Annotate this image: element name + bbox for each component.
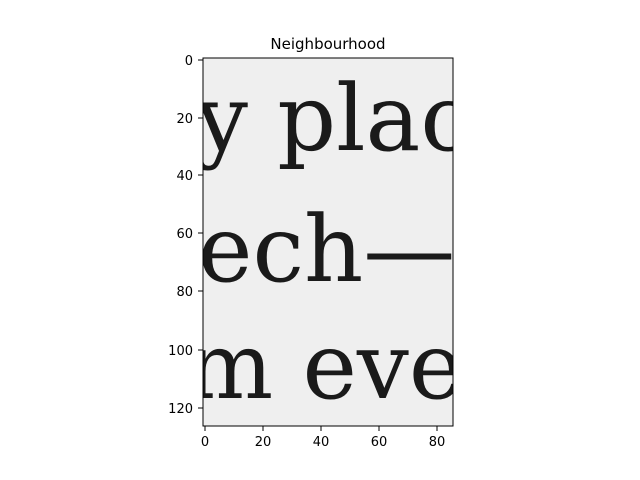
y-tick-label: 80 bbox=[176, 285, 193, 300]
y-tick-label: 120 bbox=[168, 402, 193, 417]
y-tick-label: 100 bbox=[168, 344, 193, 359]
y-tick-label: 40 bbox=[176, 169, 193, 184]
y-tick-label: 60 bbox=[176, 227, 193, 242]
x-tick-label: 80 bbox=[429, 435, 446, 450]
image-region: y plac ech— m eve bbox=[186, 58, 472, 426]
x-tick-label: 40 bbox=[313, 435, 330, 450]
x-tick-label: 20 bbox=[255, 435, 272, 450]
plot-title: Neighbourhood bbox=[270, 35, 385, 53]
text-line-2: ech— bbox=[198, 196, 455, 303]
x-tick-label: 60 bbox=[371, 435, 388, 450]
x-tick-label: 0 bbox=[201, 435, 209, 450]
text-line-3: m eve bbox=[186, 313, 463, 420]
text-line-1: y plac bbox=[195, 65, 472, 172]
y-tick-label: 0 bbox=[185, 54, 193, 69]
x-axis: 0 20 40 60 80 bbox=[201, 426, 445, 450]
y-axis: 0 20 40 60 80 100 120 bbox=[168, 54, 203, 417]
y-tick-label: 20 bbox=[176, 112, 193, 127]
